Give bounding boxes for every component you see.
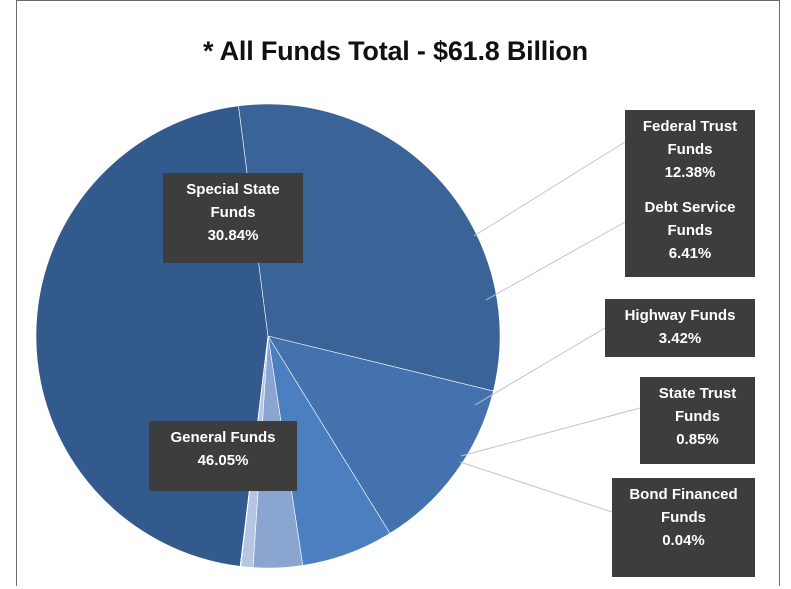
data-label: General Funds 46.05% <box>149 421 297 491</box>
data-label-name: General Funds <box>170 429 276 446</box>
data-label: Bond Financed Funds 0.04% <box>612 478 755 577</box>
chart-title: * All Funds Total - $61.8 Billion <box>203 36 588 66</box>
data-label-value: 3.42% <box>658 330 702 347</box>
data-label: Debt Service Funds 6.41% <box>625 191 755 277</box>
data-label: State Trust Funds 0.85% <box>640 377 755 464</box>
data-label-value: 46.05% <box>197 452 249 469</box>
data-label: Highway Funds 3.42% <box>605 299 755 357</box>
data-label-name: Federal Trust <box>642 118 738 135</box>
data-label-name: State Trust <box>658 385 737 402</box>
data-label: Special State Funds 30.84% <box>163 173 303 263</box>
data-label-name: Funds <box>675 408 720 425</box>
chart-frame <box>16 0 780 586</box>
data-label-name: Bond Financed <box>629 486 738 503</box>
leader-line <box>485 221 626 301</box>
leader-line <box>460 407 641 457</box>
pie-slice-special-state-funds <box>238 103 501 392</box>
data-label-name: Funds <box>667 141 713 158</box>
data-label-name: Highway Funds <box>624 307 736 324</box>
leader-line <box>459 461 613 513</box>
data-label-name: Debt Service <box>644 199 736 216</box>
data-label-name: Funds <box>667 222 713 239</box>
data-label-value: 0.04% <box>662 532 705 549</box>
leader-line <box>474 327 606 406</box>
data-label-name: Funds <box>661 509 706 526</box>
leader-line <box>473 141 626 237</box>
data-label: Federal Trust Funds 12.38% <box>625 110 755 193</box>
data-label-name: Special State <box>186 181 280 198</box>
pie-slice-federal-trust-funds <box>267 335 494 534</box>
data-label-value: 0.85% <box>676 431 719 448</box>
data-label-value: 12.38% <box>664 164 716 181</box>
data-label-value: 6.41% <box>668 245 712 262</box>
data-label-value: 30.84% <box>207 227 259 244</box>
data-label-name: Funds <box>210 204 256 221</box>
